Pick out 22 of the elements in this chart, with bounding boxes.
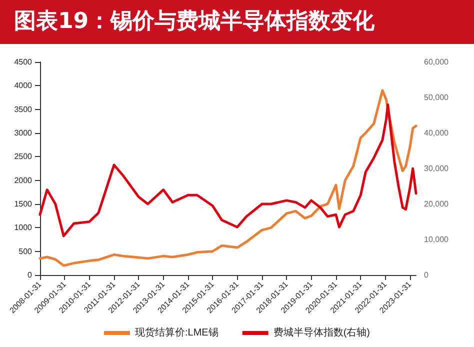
legend-label: 现货结算价:LME锡	[135, 326, 218, 338]
chart-title: 图表19：锡价与费城半导体指数变化	[0, 0, 474, 44]
y-tick-label: 4500	[14, 58, 33, 66]
y2-tick-label: 0	[424, 270, 429, 280]
y2-tick-label: 60,000	[424, 58, 450, 66]
y2-tick-label: 20,000	[424, 200, 450, 208]
y2-tick-label: 50,000	[424, 93, 450, 102]
y-tick-label: 0	[28, 270, 33, 280]
line-series	[38, 89, 418, 267]
y2-tick-label: 10,000	[424, 235, 450, 244]
y-tick-label: 3000	[14, 128, 33, 138]
y-tick-label: 3500	[14, 104, 33, 114]
y-tick-label: 500	[18, 246, 33, 256]
y-tick-label: 2000	[14, 176, 33, 185]
legend-label: 费城半导体指数(右轴)	[273, 326, 370, 338]
y2-tick-label: 30,000	[424, 164, 450, 173]
y-tick-label: 2500	[14, 152, 33, 162]
y2-tick-label: 40,000	[424, 128, 450, 138]
y-tick-label: 1000	[14, 223, 33, 232]
line-series	[38, 103, 418, 238]
y-tick-label: 4000	[14, 81, 33, 90]
y-tick-label: 1500	[14, 200, 33, 208]
